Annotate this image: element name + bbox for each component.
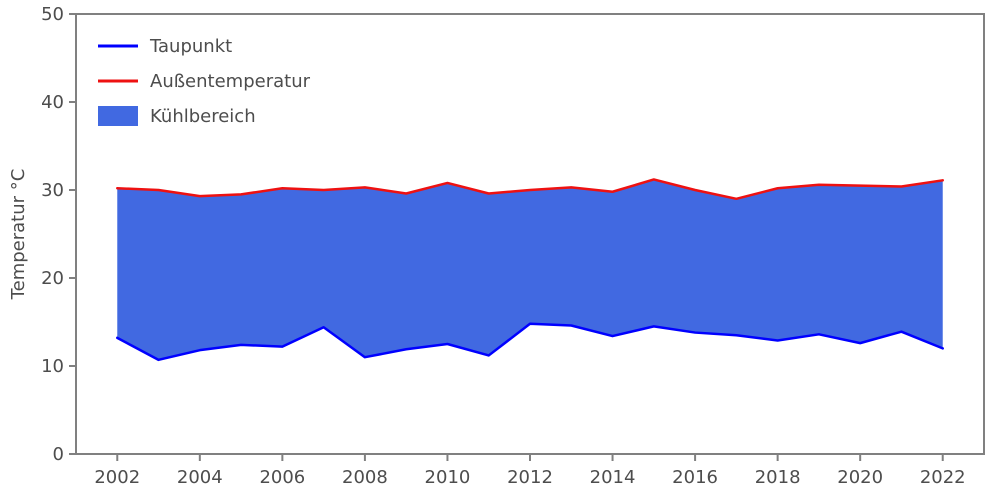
x-tick-label: 2012 <box>507 467 553 488</box>
legend-key-patch <box>98 106 138 126</box>
kuehlbereich-area <box>117 179 943 360</box>
x-tick-label: 2022 <box>920 467 966 488</box>
y-tick-label: 20 <box>41 268 64 289</box>
legend-label: Kühlbereich <box>150 106 256 127</box>
legend-label: Außentemperatur <box>150 71 311 92</box>
y-axis-label: Temperatur °C <box>8 169 29 301</box>
x-tick-label: 2014 <box>590 467 636 488</box>
x-tick-label: 2004 <box>177 467 223 488</box>
y-tick-label: 0 <box>53 444 64 465</box>
x-tick-label: 2002 <box>94 467 140 488</box>
x-tick-label: 2018 <box>755 467 801 488</box>
x-tick-label: 2016 <box>672 467 718 488</box>
legend-label: Taupunkt <box>149 36 232 57</box>
x-tick-label: 2008 <box>342 467 388 488</box>
y-tick-label: 30 <box>41 180 64 201</box>
x-tick-label: 2010 <box>425 467 471 488</box>
y-tick-label: 40 <box>41 92 64 113</box>
y-tick-label: 50 <box>41 4 64 25</box>
x-tick-label: 2020 <box>837 467 883 488</box>
taupunkt-line <box>116 322 944 362</box>
aussentemperatur-line <box>116 178 944 201</box>
x-tick-label: 2006 <box>259 467 305 488</box>
y-tick-label: 10 <box>41 356 64 377</box>
